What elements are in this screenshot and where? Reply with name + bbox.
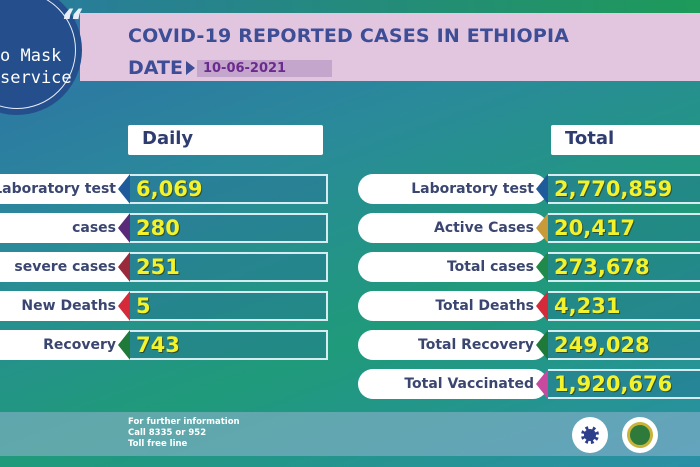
stat-value: 743 bbox=[130, 330, 328, 360]
quote-icon: “ bbox=[60, 2, 82, 42]
arrow-tab-icon bbox=[536, 174, 548, 204]
arrow-tab-icon bbox=[118, 213, 130, 243]
daily-row: Laboratory test 6,069 bbox=[0, 173, 328, 205]
stat-value: 2,770,859 bbox=[548, 174, 700, 204]
play-arrow-icon bbox=[185, 61, 195, 75]
arrow-tab-icon bbox=[118, 252, 130, 282]
stat-label: Total Recovery bbox=[358, 330, 548, 360]
stat-value: 20,417 bbox=[548, 213, 700, 243]
total-row: Total Deaths 4,231 bbox=[358, 290, 700, 322]
stat-value: 1,920,676 bbox=[548, 369, 700, 399]
stat-label: Total Vaccinated bbox=[358, 369, 548, 399]
stat-label: Total cases bbox=[358, 252, 548, 282]
total-heading: Total bbox=[551, 125, 700, 155]
daily-row: Recovery 743 bbox=[0, 329, 328, 361]
footer-line2: Call 8335 or 952 bbox=[128, 428, 207, 438]
date-label: DATE bbox=[128, 57, 183, 79]
stat-value: 4,231 bbox=[548, 291, 700, 321]
stat-value: 251 bbox=[130, 252, 328, 282]
stat-value: 273,678 bbox=[548, 252, 700, 282]
daily-heading: Daily bbox=[128, 125, 323, 155]
stat-label: cases bbox=[0, 213, 130, 243]
footer-line1: For further information bbox=[128, 417, 240, 427]
stat-value: 5 bbox=[130, 291, 328, 321]
date-value: 10-06-2021 bbox=[196, 59, 332, 77]
arrow-tab-icon bbox=[118, 291, 130, 321]
stat-label: Total Deaths bbox=[358, 291, 548, 321]
daily-row: severe cases 251 bbox=[0, 251, 328, 283]
arrow-tab-icon bbox=[536, 291, 548, 321]
arrow-tab-icon bbox=[118, 330, 130, 360]
stat-label: Active Cases bbox=[358, 213, 548, 243]
ephi-logo bbox=[622, 417, 658, 453]
arrow-tab-icon bbox=[536, 213, 548, 243]
footer-line3: Toll free line bbox=[128, 439, 188, 449]
stat-label: New Deaths bbox=[0, 291, 130, 321]
badge-line2: service bbox=[0, 68, 72, 88]
stat-value: 249,028 bbox=[548, 330, 700, 360]
daily-row: cases 280 bbox=[0, 212, 328, 244]
total-row: Active Cases 20,417 bbox=[358, 212, 700, 244]
date-row: DATE 10-06-2021 bbox=[128, 57, 332, 79]
arrow-tab-icon bbox=[536, 330, 548, 360]
stat-label: Laboratory test bbox=[0, 174, 130, 204]
daily-row: New Deaths 5 bbox=[0, 290, 328, 322]
stat-label: Laboratory test bbox=[358, 174, 548, 204]
mask-badge: o Mask service bbox=[0, 0, 82, 115]
total-row: Total Vaccinated 1,920,676 bbox=[358, 368, 700, 400]
badge-line1: o Mask bbox=[0, 46, 62, 66]
arrow-tab-icon bbox=[536, 369, 548, 399]
arrow-tab-icon bbox=[118, 174, 130, 204]
title-banner: COVID-19 REPORTED CASES IN ETHIOPIA DATE… bbox=[80, 13, 700, 81]
stat-value: 280 bbox=[130, 213, 328, 243]
stat-label: Recovery bbox=[0, 330, 130, 360]
total-row: Laboratory test 2,770,859 bbox=[358, 173, 700, 205]
stat-label: severe cases bbox=[0, 252, 130, 282]
ministry-logo bbox=[572, 417, 608, 453]
page-title: COVID-19 REPORTED CASES IN ETHIOPIA bbox=[128, 25, 570, 47]
arrow-tab-icon bbox=[536, 252, 548, 282]
total-row: Total cases 273,678 bbox=[358, 251, 700, 283]
stat-value: 6,069 bbox=[130, 174, 328, 204]
total-row: Total Recovery 249,028 bbox=[358, 329, 700, 361]
